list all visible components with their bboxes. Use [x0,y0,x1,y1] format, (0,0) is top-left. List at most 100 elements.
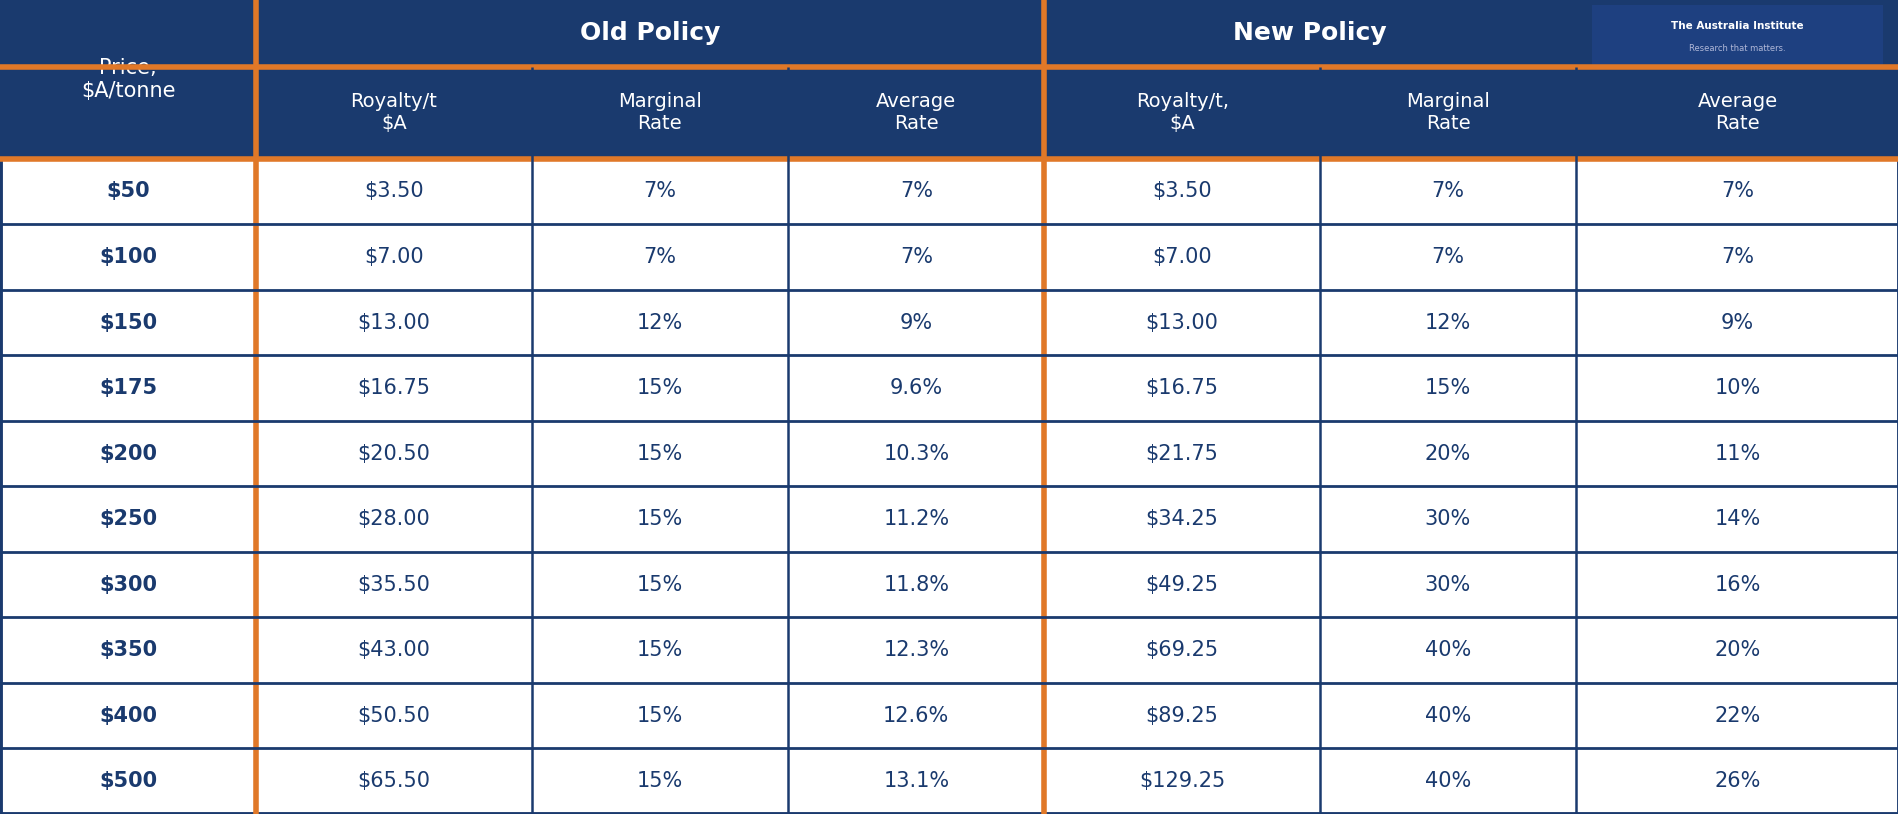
Text: $35.50: $35.50 [357,575,431,595]
Text: 14%: 14% [1714,509,1759,529]
Text: $28.00: $28.00 [357,509,431,529]
Text: $350: $350 [99,640,158,660]
Bar [0,748,1898,814]
Bar [0,421,1898,486]
Bar [256,0,1044,67]
Text: 30%: 30% [1424,509,1471,529]
Text: $13.00: $13.00 [1144,313,1219,333]
Text: $16.75: $16.75 [1144,378,1219,398]
Text: 11%: 11% [1714,444,1759,464]
Text: $69.25: $69.25 [1144,640,1219,660]
Bar [1319,67,1575,159]
Text: 12%: 12% [1424,313,1471,333]
Text: 9%: 9% [900,313,932,333]
Bar [1044,0,1898,67]
Text: 40%: 40% [1424,706,1471,726]
Text: Average
Rate: Average Rate [875,92,957,133]
Text: Royalty/t
$A: Royalty/t $A [351,92,437,133]
Text: 9.6%: 9.6% [890,378,941,398]
Text: 26%: 26% [1714,771,1759,791]
Text: 15%: 15% [1424,378,1471,398]
Text: 11.8%: 11.8% [883,575,949,595]
Text: 12%: 12% [636,313,683,333]
Text: $20.50: $20.50 [357,444,431,464]
Text: 12.3%: 12.3% [883,640,949,660]
Text: 15%: 15% [636,509,683,529]
Text: 10%: 10% [1714,378,1759,398]
Bar [0,290,1898,355]
Text: $400: $400 [99,706,158,726]
Text: 15%: 15% [636,706,683,726]
Text: $65.50: $65.50 [357,771,431,791]
Bar [0,0,256,159]
Text: $175: $175 [99,378,158,398]
Text: 40%: 40% [1424,771,1471,791]
Text: 15%: 15% [636,640,683,660]
Text: $7.00: $7.00 [364,247,423,267]
Text: 7%: 7% [1431,182,1463,202]
Text: $43.00: $43.00 [357,640,431,660]
Text: 7%: 7% [643,182,676,202]
Text: $50: $50 [106,182,150,202]
Text: 7%: 7% [1720,182,1754,202]
Bar [256,67,531,159]
Bar [0,486,1898,552]
Text: 16%: 16% [1714,575,1759,595]
Text: 10.3%: 10.3% [883,444,949,464]
Bar [0,224,1898,290]
Text: $13.00: $13.00 [357,313,431,333]
Text: 15%: 15% [636,575,683,595]
Text: 7%: 7% [900,182,932,202]
Bar [531,67,788,159]
Text: $49.25: $49.25 [1144,575,1219,595]
Text: 9%: 9% [1720,313,1754,333]
Text: Old Policy: Old Policy [581,21,719,46]
Text: 40%: 40% [1424,640,1471,660]
Text: 15%: 15% [636,771,683,791]
Bar [1044,67,1319,159]
Text: 11.2%: 11.2% [883,509,949,529]
Text: Marginal
Rate: Marginal Rate [617,92,702,133]
Bar [0,683,1898,748]
Text: $7.00: $7.00 [1152,247,1211,267]
Bar [0,355,1898,421]
Text: Royalty/t,
$A: Royalty/t, $A [1135,92,1228,133]
Text: 7%: 7% [900,247,932,267]
Text: $3.50: $3.50 [364,182,423,202]
Bar [0,159,1898,224]
Text: $89.25: $89.25 [1144,706,1219,726]
Text: $300: $300 [99,575,158,595]
Bar [788,67,1044,159]
Bar [0,552,1898,617]
Text: $200: $200 [99,444,158,464]
Text: Price,
$A/tonne: Price, $A/tonne [82,58,175,101]
Text: $34.25: $34.25 [1144,509,1219,529]
Text: $100: $100 [99,247,158,267]
Text: 15%: 15% [636,378,683,398]
Text: $21.75: $21.75 [1144,444,1219,464]
Text: 7%: 7% [643,247,676,267]
Bar [1591,6,1883,65]
Text: Marginal
Rate: Marginal Rate [1405,92,1490,133]
Text: $50.50: $50.50 [357,706,431,726]
Text: $3.50: $3.50 [1152,182,1211,202]
Bar [1575,67,1898,159]
Text: 20%: 20% [1714,640,1759,660]
Text: The Australia Institute: The Australia Institute [1670,21,1803,31]
Text: 7%: 7% [1720,247,1754,267]
Text: 7%: 7% [1431,247,1463,267]
Text: $129.25: $129.25 [1139,771,1224,791]
Text: 13.1%: 13.1% [883,771,949,791]
Text: Research that matters.: Research that matters. [1689,44,1784,53]
Text: 30%: 30% [1424,575,1471,595]
Text: Average
Rate: Average Rate [1697,92,1777,133]
Bar [0,617,1898,683]
Text: 12.6%: 12.6% [883,706,949,726]
Text: 15%: 15% [636,444,683,464]
Text: 22%: 22% [1714,706,1759,726]
Text: $250: $250 [99,509,158,529]
Text: New Policy: New Policy [1234,21,1386,46]
Text: 20%: 20% [1424,444,1471,464]
Text: $150: $150 [99,313,158,333]
Text: $500: $500 [99,771,158,791]
